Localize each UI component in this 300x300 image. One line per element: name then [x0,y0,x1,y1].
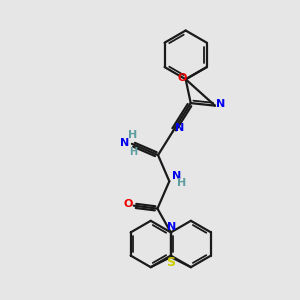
Text: H: H [129,146,137,157]
Text: H: H [177,178,186,188]
Text: H: H [128,130,137,140]
Text: O: O [177,73,187,83]
Text: S: S [166,256,175,269]
Text: N: N [175,123,184,134]
Text: N: N [167,222,176,232]
Text: N: N [172,171,182,181]
Text: N: N [120,138,129,148]
Text: O: O [124,199,133,209]
Text: N: N [216,99,226,109]
